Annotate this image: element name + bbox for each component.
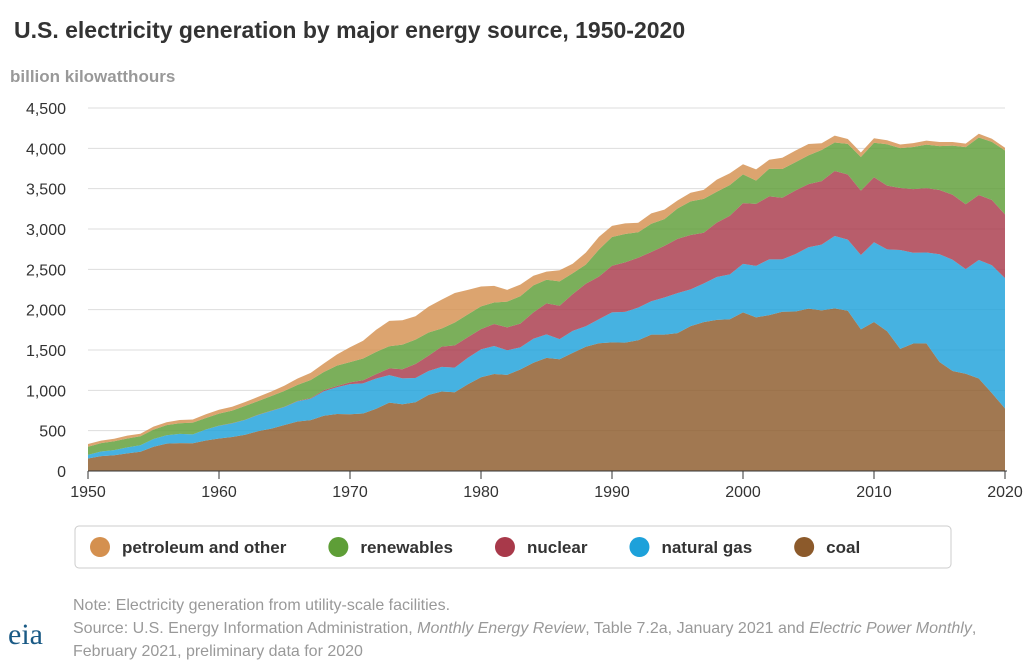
x-tick-label: 1980 [463, 484, 499, 501]
source: Source: U.S. Energy Information Administ… [73, 617, 1013, 663]
source-text: , February 2021, preliminary data for 20… [73, 620, 977, 660]
logo: eia [8, 618, 43, 651]
y-tick-label: 4,500 [26, 101, 66, 118]
area [88, 308, 1005, 471]
source-text: Source: U.S. Energy Information Administ… [73, 620, 418, 637]
area [88, 171, 1005, 455]
x-tick-label: 1960 [201, 484, 237, 501]
legend-label: natural gas [661, 538, 752, 557]
source-text: Monthly Energy Review [417, 620, 586, 637]
note: Note: Electricity generation from utilit… [73, 597, 451, 614]
y-tick-label: 1,500 [26, 343, 66, 360]
legend-swatch [90, 537, 110, 557]
y-tick-label: 1,000 [26, 383, 66, 400]
legend-swatch [328, 537, 349, 557]
chart: U.S. electricity generation by major ene… [10, 17, 1023, 569]
source-text: , Table 7.2a, January 2021 and [585, 620, 810, 637]
area [88, 236, 1005, 459]
x-tick-label: 2020 [987, 484, 1023, 501]
legend-label: nuclear [527, 538, 588, 557]
legend-label: coal [826, 538, 860, 557]
y-tick-label: 3,500 [26, 182, 66, 199]
x-tick-label: 1990 [594, 484, 630, 501]
legend-label: petroleum and other [122, 538, 287, 557]
area [88, 137, 1005, 455]
x-tick-label: 1950 [70, 484, 106, 501]
y-tick-label: 2,500 [26, 262, 66, 279]
legend-label: renewables [360, 538, 453, 557]
legend-swatch [494, 537, 515, 557]
legend-swatch [794, 537, 815, 557]
legend-swatch [629, 537, 650, 557]
y-tick-label: 500 [39, 424, 66, 441]
y-tick-label: 4,000 [26, 141, 66, 158]
chart-title: U.S. electricity generation by major ene… [14, 17, 685, 43]
y-tick-label: 0 [57, 464, 66, 481]
y-tick-label: 2,000 [26, 303, 66, 320]
x-tick-label: 2010 [856, 484, 892, 501]
y-axis-label: billion kilowatthours [10, 67, 175, 86]
footer: Note: Electricity generation from utilit… [73, 594, 1013, 663]
x-tick-label: 2000 [725, 484, 761, 501]
source-text: Electric Power Monthly [809, 620, 972, 637]
x-tick-label: 1970 [332, 484, 368, 501]
y-tick-label: 3,000 [26, 222, 66, 239]
area [88, 133, 1005, 447]
